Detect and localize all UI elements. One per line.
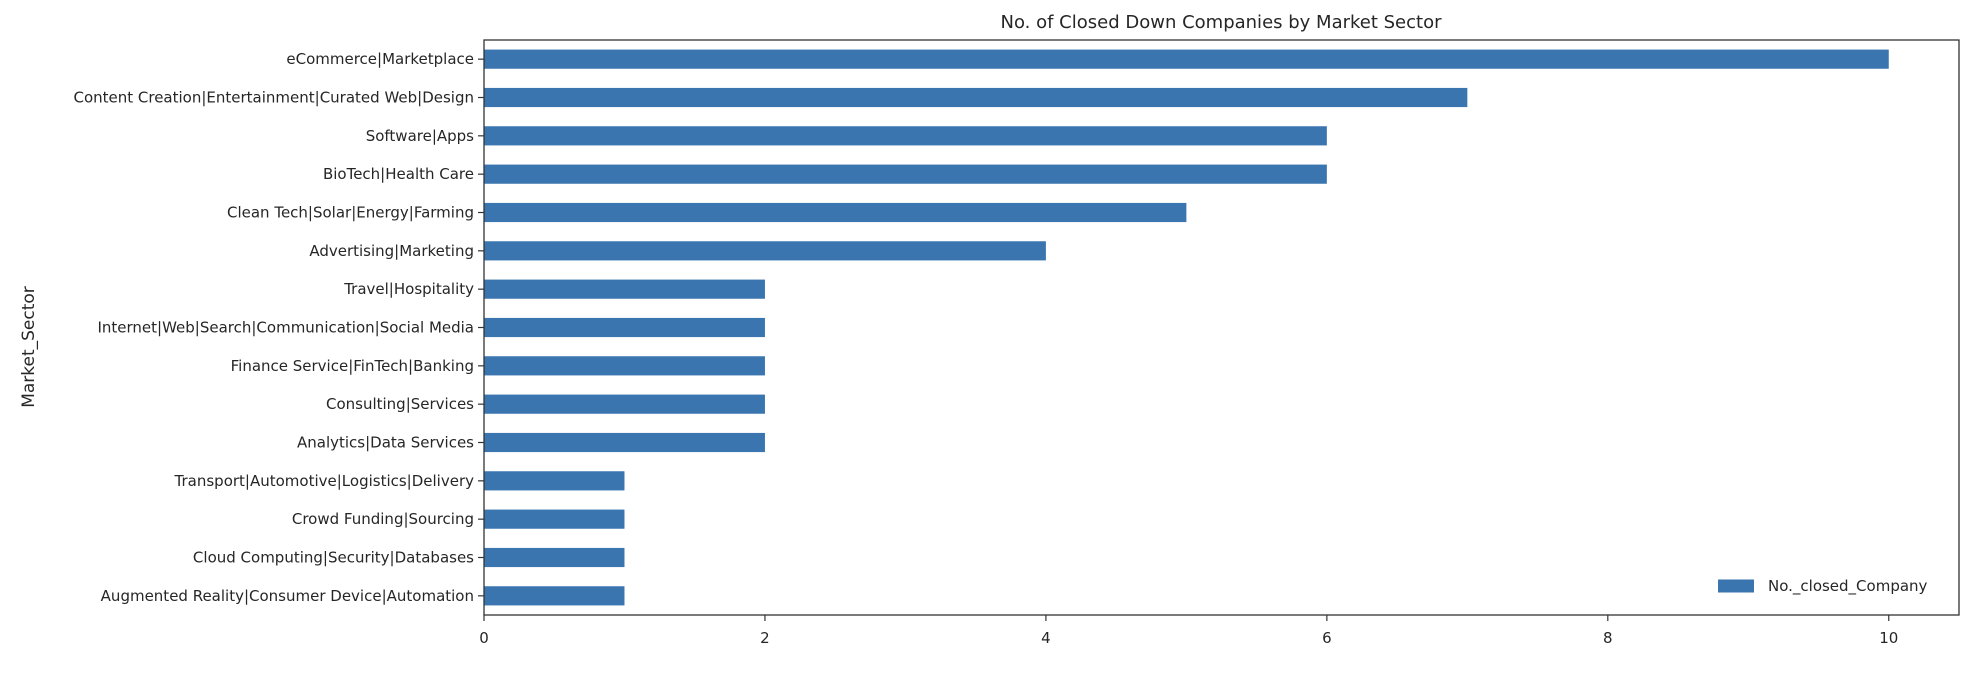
y-tick-label: Software|Apps [366, 127, 474, 145]
bar [484, 126, 1327, 146]
y-axis-label: Market_Sector [19, 286, 39, 408]
x-axis: 0 2 4 6 8 10 [479, 615, 1898, 647]
bar [484, 394, 765, 414]
bar [484, 87, 1468, 108]
y-tick-label: Finance Service|FinTech|Banking [231, 357, 474, 375]
bar [484, 241, 1046, 261]
y-tick-label: Internet|Web|Search|Communication|Social… [97, 319, 474, 337]
bar [484, 317, 765, 338]
y-tick-label: Analytics|Data Services [297, 434, 474, 452]
y-tick-label: Travel|Hospitality [343, 280, 474, 298]
legend: No._closed_Company [1718, 577, 1928, 596]
chart-title: No. of Closed Down Companies by Market S… [1001, 12, 1443, 33]
y-tick-label: Content Creation|Entertainment|Curated W… [73, 89, 474, 107]
y-tick-label: BioTech|Health Care [323, 165, 474, 183]
bar [484, 432, 765, 453]
x-tick-label: 2 [760, 629, 770, 647]
y-axis: eCommerce|Marketplace Content Creation|En… [73, 50, 484, 605]
y-tick-label: Consulting|Services [326, 395, 474, 413]
legend-label: No._closed_Company [1768, 577, 1928, 596]
y-tick-label: Augmented Reality|Consumer Device|Automa… [101, 587, 474, 605]
plot-frame [483, 39, 1960, 616]
bar [484, 356, 765, 376]
y-tick-label: eCommerce|Marketplace [286, 50, 474, 68]
bars-layer [484, 49, 1889, 606]
legend-swatch [1718, 579, 1754, 593]
bar [484, 547, 625, 568]
y-tick-label: Clean Tech|Solar|Energy|Farming [227, 204, 474, 222]
bar [484, 202, 1187, 223]
x-tick-label: 10 [1879, 629, 1898, 647]
x-tick-label: 0 [479, 629, 489, 647]
y-tick-label: Transport|Automotive|Logistics|Delivery [174, 472, 475, 490]
x-tick-label: 8 [1603, 629, 1613, 647]
bar [484, 279, 765, 299]
y-tick-label: Advertising|Marketing [309, 242, 474, 260]
bar [484, 586, 625, 606]
x-tick-label: 4 [1041, 629, 1051, 647]
bar [484, 509, 625, 529]
x-tick-label: 6 [1322, 629, 1332, 647]
y-tick-label: Crowd Funding|Sourcing [292, 510, 474, 528]
bar [484, 471, 625, 491]
bar [484, 49, 1889, 69]
bar [484, 164, 1327, 184]
y-tick-label: Cloud Computing|Security|Databases [193, 549, 474, 567]
